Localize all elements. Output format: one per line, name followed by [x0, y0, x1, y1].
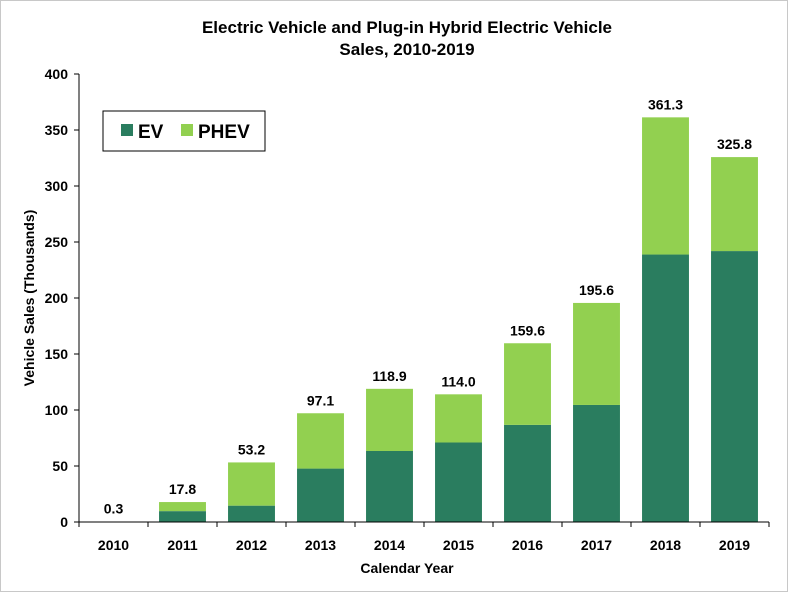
data-labels: 0.3 17.8 53.2 97.1 118.9 114.0 159.6 195.6 361.3… — [104, 96, 752, 516]
total-label-2010: 0.3 — [104, 501, 124, 517]
total-label-2014: 118.9 — [372, 368, 406, 384]
total-label-2015: 114.0 — [441, 373, 475, 389]
y-tick-label-100: 100 — [45, 402, 69, 418]
bar-phev-2016 — [504, 343, 551, 425]
bar-ev-2013 — [297, 468, 344, 522]
legend-ev-label: EV — [138, 122, 164, 143]
y-tick-label-50: 50 — [52, 458, 68, 474]
x-tick-label-2018: 2018 — [650, 537, 681, 553]
legend: EV PHEV — [102, 110, 266, 152]
bar-phev-2019 — [711, 157, 758, 252]
y-tick-label-200: 200 — [45, 290, 69, 306]
bar-phev-2018 — [642, 117, 689, 255]
total-label-2016: 159.6 — [510, 322, 545, 338]
legend-phev-label: PHEV — [198, 122, 250, 143]
bar-phev-2012 — [228, 462, 275, 506]
x-tick-label-2012: 2012 — [236, 537, 267, 553]
bar-ev-2017 — [573, 404, 620, 522]
bar-phev-2017 — [573, 302, 620, 405]
x-tick-label-2011: 2011 — [167, 537, 198, 553]
bar-phev-2013 — [297, 413, 344, 469]
total-label-2011: 17.8 — [169, 481, 196, 497]
x-axis-label: Calendar Year — [360, 560, 454, 576]
y-tick-label-250: 250 — [45, 234, 69, 250]
chart-title-line-1: Electric Vehicle and Plug-in Hybrid Elec… — [202, 18, 612, 37]
x-tick-label-2015: 2015 — [443, 537, 474, 553]
x-tick-label-2010: 2010 — [98, 537, 129, 553]
x-tick-label-2014: 2014 — [374, 537, 405, 553]
bar-phev-2014 — [366, 388, 413, 451]
y-tick-label-300: 300 — [45, 178, 69, 194]
total-label-2013: 97.1 — [307, 392, 334, 408]
x-tick-label-2013: 2013 — [305, 537, 336, 553]
x-tick-label-2019: 2019 — [719, 537, 750, 553]
y-axis-label: Vehicle Sales (Thousands) — [21, 210, 37, 387]
bar-ev-2016 — [504, 424, 551, 522]
y-tick-label-0: 0 — [60, 514, 68, 530]
y-tick-label-350: 350 — [45, 122, 69, 138]
legend-ev-swatch — [121, 124, 133, 136]
bar-ev-2015 — [435, 442, 482, 522]
bar-phev-2015 — [435, 394, 482, 443]
bar-ev-2012 — [228, 505, 275, 522]
axes: 2010 2011 2012 2013 2014 2015 2016 2017 2018 2019… — [45, 66, 770, 553]
bar-phev-2011 — [159, 502, 206, 512]
legend-phev-swatch — [181, 124, 193, 136]
bar-ev-2019 — [711, 251, 758, 522]
total-label-2019: 325.8 — [717, 136, 752, 152]
x-tick-label-2017: 2017 — [581, 537, 612, 553]
y-tick-label-150: 150 — [45, 346, 69, 362]
total-label-2018: 361.3 — [648, 96, 683, 112]
chart-title-line-2: Sales, 2010-2019 — [339, 40, 474, 59]
x-tick-label-2016: 2016 — [512, 537, 543, 553]
bar-ev-2018 — [642, 254, 689, 523]
total-label-2017: 195.6 — [579, 282, 614, 298]
bar-ev-2014 — [366, 450, 413, 522]
y-tick-label-400: 400 — [45, 66, 69, 82]
bar-ev-2011 — [159, 511, 206, 522]
bar-group — [90, 117, 758, 523]
total-label-2012: 53.2 — [238, 441, 265, 457]
